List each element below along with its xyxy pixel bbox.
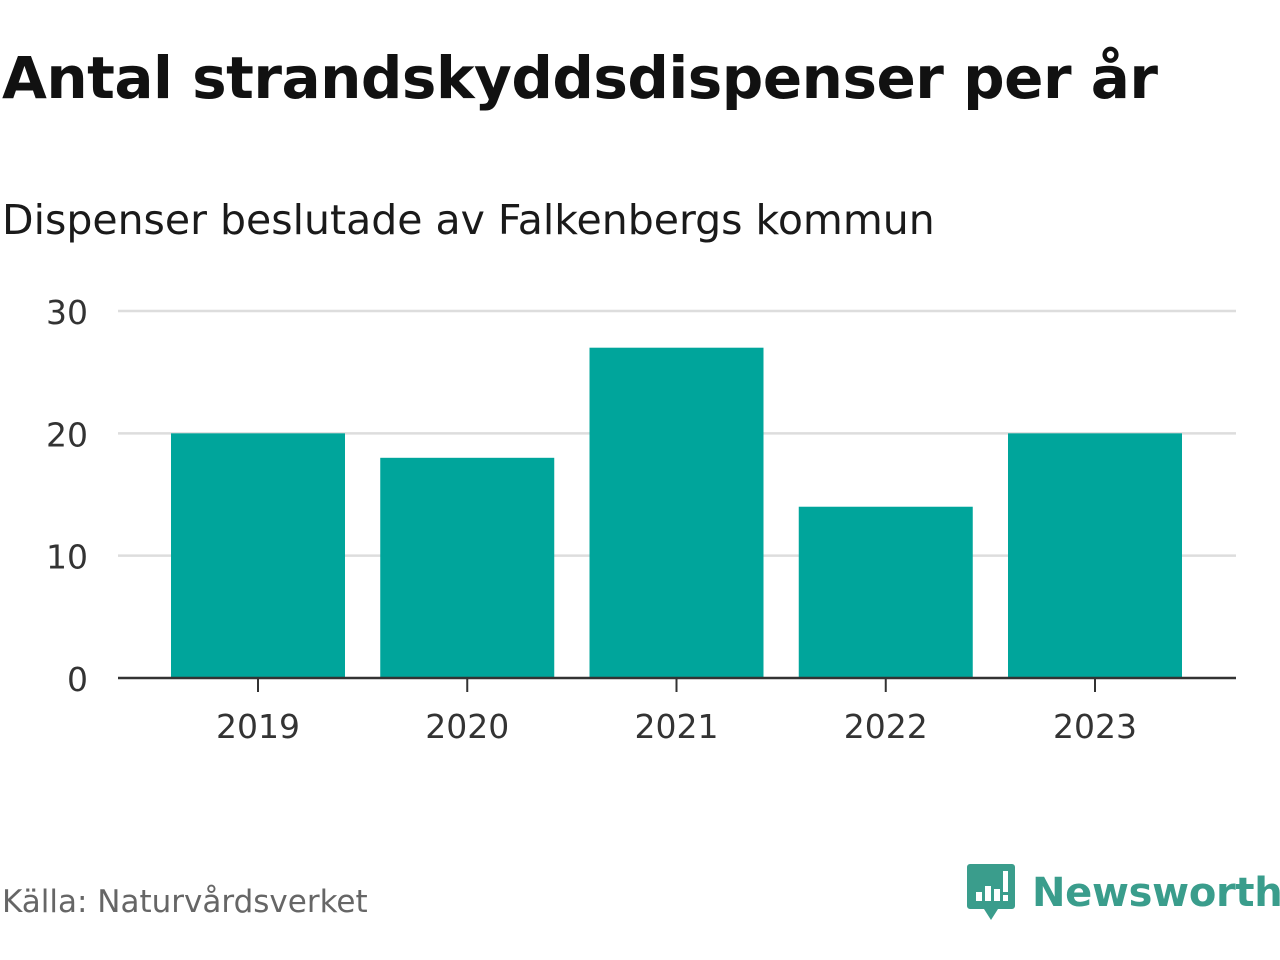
x-tick-label: 2019	[216, 707, 300, 746]
bars	[171, 347, 1182, 678]
chart-subtitle: Dispenser beslutade av Falkenbergs kommu…	[2, 196, 935, 244]
x-tick-label: 2023	[1053, 707, 1137, 746]
y-tick-label: 30	[46, 293, 88, 332]
brand-logo[interactable]: Newsworthy	[966, 862, 1280, 924]
newsworthy-logo-icon	[967, 864, 1015, 920]
y-axis-ticks: 0 10 20 30	[46, 293, 88, 699]
bar-chart: 0 10 20 30 2019 2020 2021 2022 2023	[46, 293, 1236, 746]
bar-2019[interactable]	[171, 433, 345, 678]
x-axis: 2019 2020 2021 2022 2023	[118, 676, 1236, 746]
y-tick-label: 0	[67, 660, 88, 699]
bar-2022[interactable]	[798, 506, 973, 678]
bar-2023[interactable]	[1008, 433, 1182, 678]
bar-2021[interactable]	[589, 347, 764, 678]
chart-title: Antal strandskyddsdispenser per år	[2, 44, 1158, 112]
y-tick-label: 10	[46, 538, 88, 577]
y-tick-label: 20	[46, 415, 88, 454]
brand-name: Newsworthy	[1032, 870, 1280, 916]
source-note: Källa: Naturvårdsverket	[2, 884, 368, 920]
x-tick-label: 2021	[635, 707, 719, 746]
x-tick-label: 2022	[844, 707, 928, 746]
bar-2020[interactable]	[380, 457, 555, 678]
x-tick-label: 2020	[425, 707, 509, 746]
